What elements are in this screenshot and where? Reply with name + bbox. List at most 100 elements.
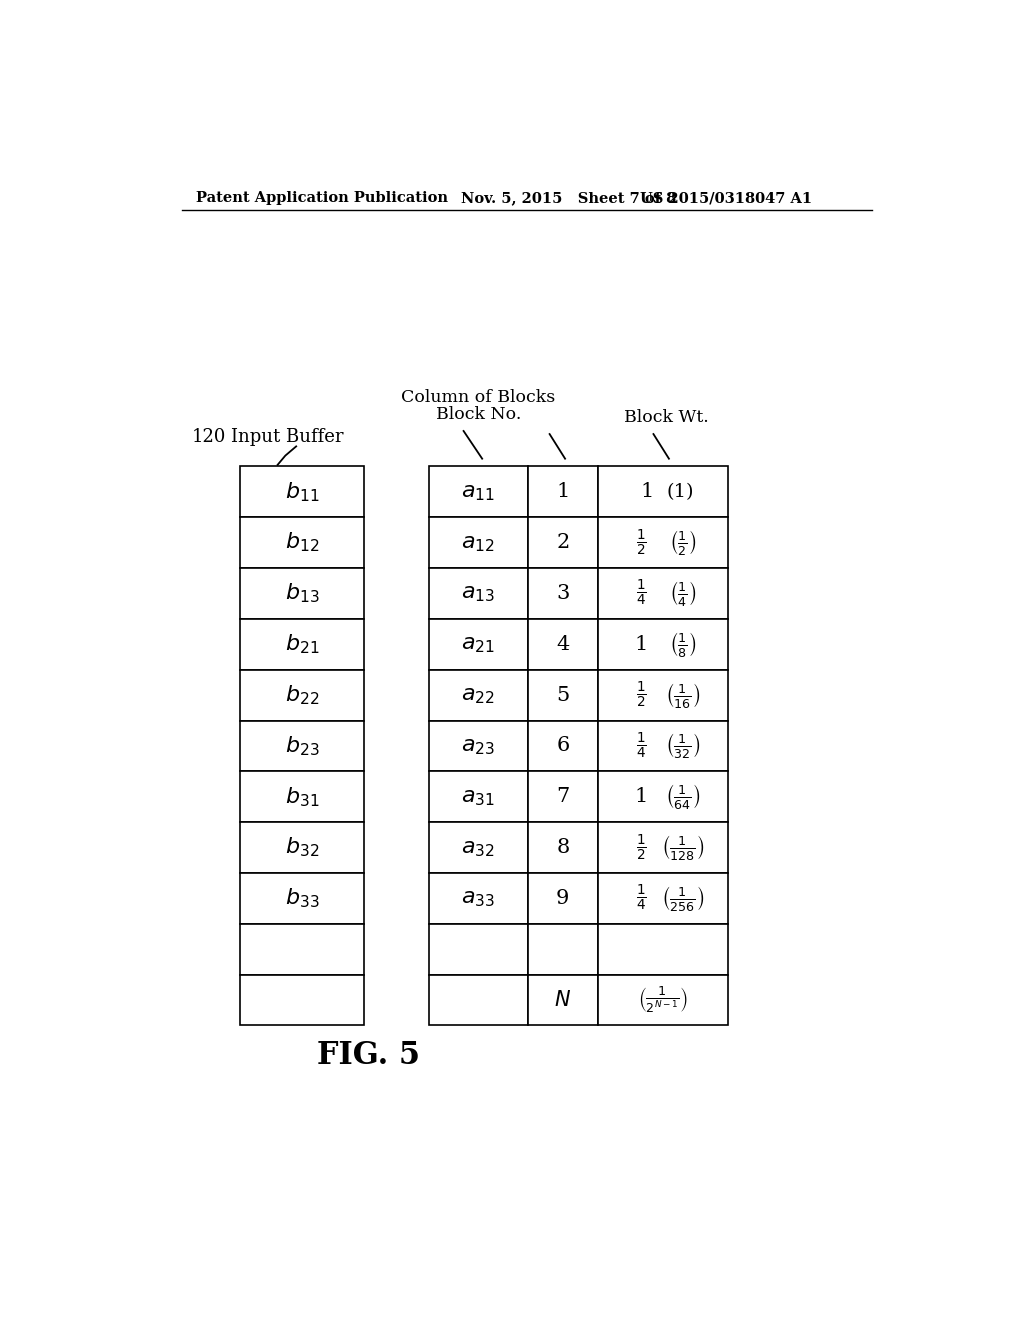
Text: $a_{12}$: $a_{12}$ — [462, 532, 496, 553]
Bar — [429, 466, 528, 517]
Bar — [598, 771, 728, 822]
Text: $a_{11}$: $a_{11}$ — [462, 480, 496, 503]
Text: $\left(\frac{1}{16}\right)$: $\left(\frac{1}{16}\right)$ — [665, 681, 699, 710]
Text: $\left(\frac{1}{256}\right)$: $\left(\frac{1}{256}\right)$ — [660, 884, 703, 913]
Text: 4: 4 — [556, 635, 569, 653]
Text: 2: 2 — [556, 533, 569, 552]
Text: 120: 120 — [193, 428, 226, 446]
Bar — [241, 873, 365, 924]
Bar — [528, 466, 598, 517]
Text: $a_{33}$: $a_{33}$ — [461, 887, 496, 909]
Text: $a_{21}$: $a_{21}$ — [462, 634, 496, 655]
Bar — [241, 669, 365, 721]
Bar — [429, 771, 528, 822]
Text: 9: 9 — [556, 888, 569, 908]
Text: Block Wt.: Block Wt. — [625, 409, 709, 426]
Bar — [241, 721, 365, 771]
Text: $\left(\frac{1}{64}\right)$: $\left(\frac{1}{64}\right)$ — [665, 783, 699, 812]
Text: $\frac{1}{4}$: $\frac{1}{4}$ — [636, 578, 646, 609]
Text: $N$: $N$ — [554, 990, 571, 1010]
Text: $\frac{1}{2}$: $\frac{1}{2}$ — [636, 680, 646, 710]
Bar — [598, 466, 728, 517]
Text: $\frac{1}{2}$: $\frac{1}{2}$ — [636, 833, 646, 862]
Text: $\left(\frac{1}{2}\right)$: $\left(\frac{1}{2}\right)$ — [669, 528, 695, 557]
Bar — [429, 568, 528, 619]
Bar — [528, 619, 598, 669]
Text: 3: 3 — [556, 583, 569, 603]
Text: Patent Application Publication: Patent Application Publication — [197, 191, 449, 206]
Text: Column of Blocks: Column of Blocks — [401, 388, 555, 405]
Bar — [598, 974, 728, 1026]
Text: $a_{31}$: $a_{31}$ — [462, 785, 496, 808]
Text: $a_{32}$: $a_{32}$ — [462, 837, 496, 858]
Bar — [241, 466, 365, 517]
Bar — [241, 619, 365, 669]
Bar — [528, 669, 598, 721]
Text: 8: 8 — [556, 838, 569, 857]
Text: $\left(\frac{1}{4}\right)$: $\left(\frac{1}{4}\right)$ — [669, 579, 695, 609]
Text: $\left(\frac{1}{8}\right)$: $\left(\frac{1}{8}\right)$ — [669, 630, 695, 659]
Text: 1: 1 — [634, 635, 648, 653]
Bar — [528, 924, 598, 974]
Text: $b_{21}$: $b_{21}$ — [285, 632, 319, 656]
Bar — [241, 771, 365, 822]
Text: 1: 1 — [556, 482, 569, 502]
Text: 7: 7 — [556, 787, 569, 807]
Text: 6: 6 — [556, 737, 569, 755]
Text: $b_{13}$: $b_{13}$ — [285, 582, 319, 606]
Bar — [598, 873, 728, 924]
Bar — [598, 619, 728, 669]
Text: $b_{32}$: $b_{32}$ — [286, 836, 319, 859]
Text: Input Buffer: Input Buffer — [231, 428, 344, 446]
Bar — [598, 822, 728, 873]
Bar — [528, 822, 598, 873]
Text: $a_{23}$: $a_{23}$ — [461, 735, 496, 756]
Bar — [528, 721, 598, 771]
Text: 1: 1 — [641, 482, 654, 502]
Bar — [598, 517, 728, 568]
Text: FIG. 5: FIG. 5 — [316, 1040, 420, 1071]
Bar — [598, 721, 728, 771]
Text: $\frac{1}{4}$: $\frac{1}{4}$ — [636, 883, 646, 913]
Bar — [241, 517, 365, 568]
Text: $\left(\frac{1}{32}\right)$: $\left(\frac{1}{32}\right)$ — [665, 731, 699, 760]
Bar — [528, 517, 598, 568]
Text: Nov. 5, 2015   Sheet 7 of 8: Nov. 5, 2015 Sheet 7 of 8 — [461, 191, 677, 206]
Text: $b_{22}$: $b_{22}$ — [286, 684, 319, 708]
Text: $b_{23}$: $b_{23}$ — [285, 734, 319, 758]
Text: $a_{22}$: $a_{22}$ — [462, 684, 496, 706]
Text: $b_{33}$: $b_{33}$ — [285, 887, 319, 911]
Bar — [241, 974, 365, 1026]
Text: 5: 5 — [556, 685, 569, 705]
Bar — [429, 517, 528, 568]
Bar — [598, 669, 728, 721]
Bar — [429, 974, 528, 1026]
Bar — [528, 873, 598, 924]
Text: $a_{13}$: $a_{13}$ — [461, 582, 496, 605]
Text: $\left(\frac{1}{2^{N-1}}\right)$: $\left(\frac{1}{2^{N-1}}\right)$ — [638, 985, 688, 1015]
Bar — [528, 974, 598, 1026]
Text: 1: 1 — [634, 787, 648, 807]
Text: $b_{31}$: $b_{31}$ — [285, 785, 319, 809]
Bar — [241, 924, 365, 974]
Text: $\frac{1}{2}$: $\frac{1}{2}$ — [636, 528, 646, 557]
Text: $\frac{1}{4}$: $\frac{1}{4}$ — [636, 731, 646, 760]
Text: $b_{12}$: $b_{12}$ — [286, 531, 319, 554]
Text: (1): (1) — [666, 483, 693, 500]
Bar — [429, 924, 528, 974]
Bar — [241, 568, 365, 619]
Bar — [429, 721, 528, 771]
Text: $\left(\frac{1}{128}\right)$: $\left(\frac{1}{128}\right)$ — [660, 833, 703, 862]
Bar — [598, 568, 728, 619]
Text: US 2015/0318047 A1: US 2015/0318047 A1 — [640, 191, 812, 206]
Bar — [429, 669, 528, 721]
Bar — [429, 822, 528, 873]
Bar — [429, 619, 528, 669]
Bar — [241, 822, 365, 873]
Text: Block No.: Block No. — [435, 405, 521, 422]
Bar — [598, 924, 728, 974]
Bar — [528, 771, 598, 822]
Text: $b_{11}$: $b_{11}$ — [285, 480, 319, 504]
Bar — [429, 873, 528, 924]
Bar — [528, 568, 598, 619]
